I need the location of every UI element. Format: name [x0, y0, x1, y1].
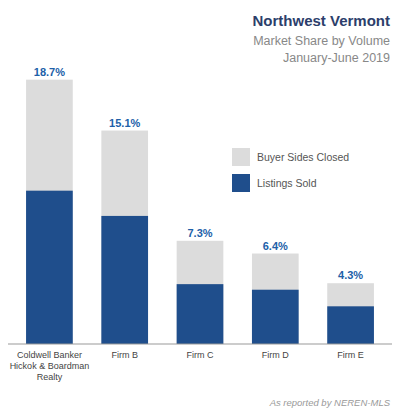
- bar: [101, 216, 148, 344]
- data-label: 18.7%: [34, 66, 65, 78]
- category-label: Firm E: [337, 350, 364, 360]
- bar: [252, 254, 299, 344]
- data-label: 4.3%: [338, 269, 363, 281]
- category-line: Firm C: [187, 350, 214, 360]
- data-label: 6.4%: [263, 240, 288, 252]
- title: Northwest Vermont: [252, 12, 390, 29]
- bar: [327, 306, 374, 344]
- legend-swatch: [232, 174, 250, 192]
- legend-entry: Listings Sold: [257, 177, 317, 189]
- bar: [252, 290, 299, 344]
- bar: [26, 80, 73, 344]
- category-label: Coldwell BankerHickok & BoardmanRealty: [10, 350, 90, 382]
- bar: [177, 284, 224, 344]
- bar: [177, 241, 224, 344]
- legend-swatch: [232, 148, 250, 166]
- subtitle: January-June 2019: [283, 51, 390, 65]
- category-line: Hickok & Boardman: [10, 361, 90, 371]
- category-label: Firm D: [262, 350, 289, 360]
- category-line: Firm D: [262, 350, 289, 360]
- bar: [327, 283, 374, 344]
- category-line: Coldwell Banker: [17, 350, 82, 360]
- bar: [26, 191, 73, 344]
- category-line: Firm E: [337, 350, 364, 360]
- category-label: Firm B: [111, 350, 138, 360]
- legend-entry: Buyer Sides Closed: [257, 151, 349, 163]
- subtitle: Market Share by Volume: [253, 34, 390, 48]
- data-label: 7.3%: [187, 227, 212, 239]
- baseline: [8, 344, 392, 345]
- data-label: 15.1%: [109, 117, 140, 129]
- chart: 18.7% 15.1% 7.3% 6.4% 4.3% Coldwell BankerHic…: [0, 0, 400, 415]
- attribution: As reported by NEREN-MLS: [269, 397, 391, 408]
- bar: [101, 131, 148, 344]
- bars: [26, 80, 374, 344]
- category-label: Firm C: [187, 350, 214, 360]
- category-line: Realty: [37, 372, 63, 382]
- category-line: Firm B: [111, 350, 138, 360]
